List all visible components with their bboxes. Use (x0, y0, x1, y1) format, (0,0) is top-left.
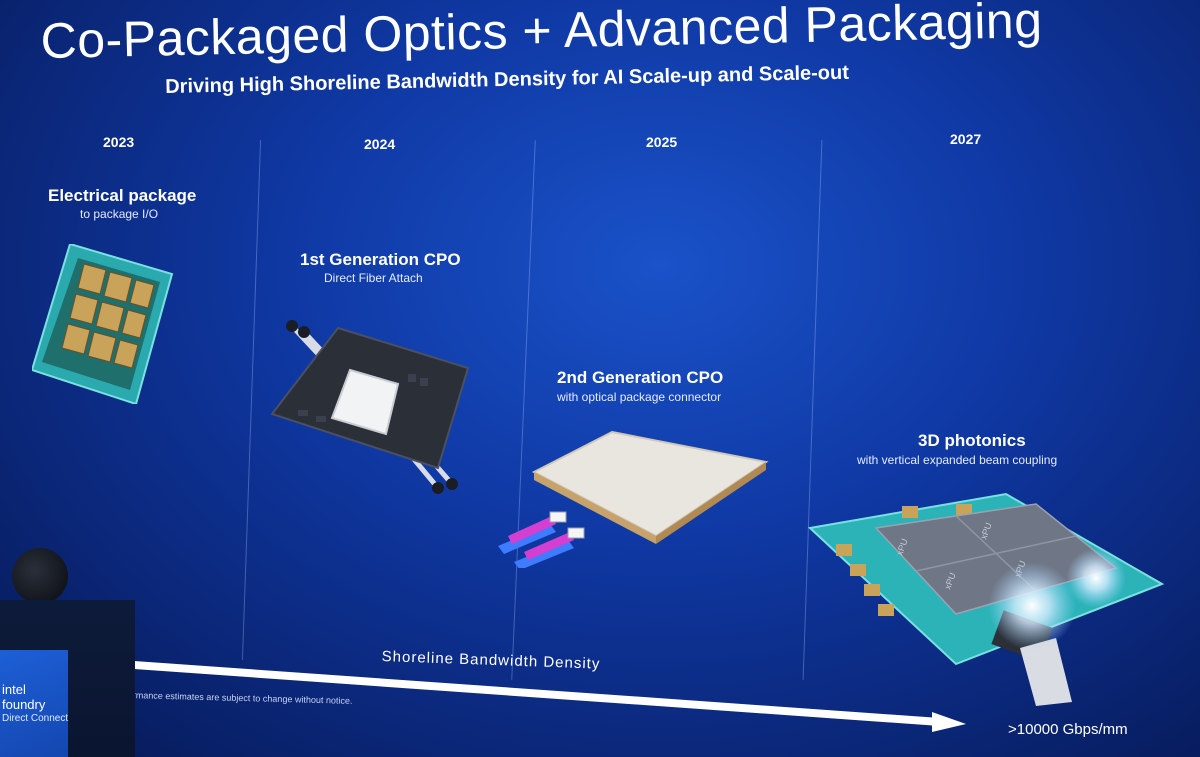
stage-subtitle-2nd-gen-cpo: with optical package connector (557, 390, 722, 404)
year-label-2024: 2024 (364, 136, 396, 152)
column-divider (241, 140, 262, 660)
stage-subtitle-1st-gen-cpo: Direct Fiber Attach (324, 271, 423, 285)
stage-title-electrical-package: Electrical package (48, 186, 197, 205)
year-label-2027: 2027 (950, 131, 982, 147)
stage-title-1st-gen-cpo: 1st Generation CPO (300, 250, 461, 269)
1st-gen-cpo-board-image (270, 320, 470, 494)
stage-title-2nd-gen-cpo: 2nd Generation CPO (557, 368, 724, 387)
slide-subtitle: Driving High Shoreline Bandwidth Density… (165, 61, 850, 98)
stage-subtitle-electrical-package: to package I/O (80, 207, 159, 221)
podium-screen (0, 650, 68, 757)
shoreline-bandwidth-arrow (120, 660, 966, 732)
slide-title: Co-Packaged Optics + Advanced Packaging (40, 0, 1044, 69)
brand-logo-text-foundry: foundry (2, 697, 46, 712)
bandwidth-value-label: >10000 Gbps/mm (1008, 721, 1128, 738)
2nd-gen-cpo-package-image (498, 430, 769, 568)
year-label-2025: 2025 (646, 134, 678, 150)
3d-photonics-package-image: xPU xPU xPU xPU (807, 492, 1165, 706)
stage-title-3d-photonics: 3D photonics (918, 431, 1026, 450)
microphone (12, 548, 68, 604)
electrical-package-chip-image (32, 244, 174, 404)
column-divider (511, 140, 536, 680)
stage-subtitle-3d-photonics: with vertical expanded beam coupling (857, 453, 1058, 467)
year-label-2023: 2023 (103, 134, 135, 150)
brand-event-name: Direct Connect (2, 713, 69, 724)
brand-logo-text: intel (2, 682, 26, 697)
